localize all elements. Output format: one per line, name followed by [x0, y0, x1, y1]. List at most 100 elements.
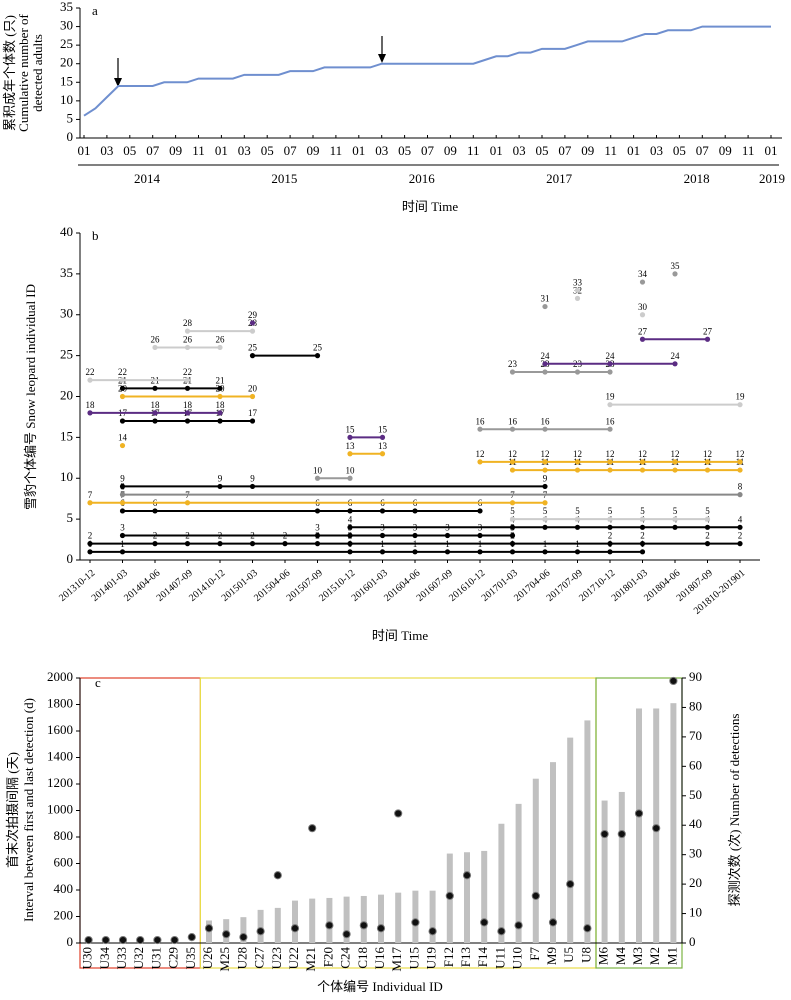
detection-dot	[639, 467, 646, 473]
detection-dot	[217, 393, 223, 400]
detection-dot	[542, 516, 548, 522]
x-tick-label: M3	[630, 947, 645, 965]
detection-dot	[477, 532, 483, 539]
detection-dot	[542, 500, 548, 506]
detection-dot	[152, 410, 158, 416]
y-tick-label: 10	[60, 469, 73, 484]
detection-dot	[314, 508, 321, 514]
x-tick-label: 01	[352, 143, 365, 158]
detection-dot	[509, 524, 516, 530]
detection-dot	[737, 459, 743, 465]
id-label: 15	[378, 424, 388, 434]
id-label: 23	[508, 359, 518, 369]
y-tick-label: 20	[689, 875, 702, 890]
detection-dot	[184, 418, 191, 424]
x-tick-label: U34	[97, 947, 112, 970]
detection-dot	[282, 541, 288, 547]
x-tick-label: F7	[527, 947, 542, 961]
year-label: 2018	[684, 171, 710, 186]
id-label: 30	[638, 302, 648, 312]
detection-dot	[574, 516, 581, 522]
detection-dot	[566, 880, 575, 889]
detection-dot	[607, 459, 613, 465]
id-label: 3	[120, 523, 125, 533]
detection-dot	[119, 483, 126, 490]
x-tick-label: M4	[613, 947, 628, 966]
x-tick-label: F13	[458, 947, 473, 967]
id-label: 9	[543, 473, 548, 483]
detection-dot	[412, 532, 418, 539]
axis-label: 探测次数 (次) Number of detections	[727, 714, 742, 907]
x-tick-label: 01	[215, 143, 228, 158]
x-tick-label: C29	[166, 947, 181, 969]
bar	[378, 894, 384, 943]
id-label: 24	[606, 351, 616, 361]
bar	[412, 890, 419, 943]
year-label: 2019	[759, 171, 785, 186]
y-tick-label: 600	[54, 854, 74, 869]
y-tick-label: 50	[689, 787, 702, 802]
detection-dot	[704, 459, 711, 465]
x-tick-label: U10	[510, 947, 525, 969]
x-tick-label: 07	[421, 143, 435, 158]
detection-dot	[509, 426, 516, 432]
bar	[550, 762, 556, 943]
detection-dot	[542, 524, 548, 530]
detection-dot	[672, 459, 678, 465]
x-tick-label: 05	[123, 143, 136, 158]
x-axis-label: 时间 Time	[372, 628, 428, 643]
x-tick-label: M17	[389, 947, 404, 972]
detection-dot	[704, 467, 711, 473]
x-tick-label: 05	[536, 143, 549, 158]
bar	[618, 791, 625, 943]
id-label: 25	[313, 343, 323, 353]
x-tick-label: U11	[492, 947, 507, 969]
id-label: 5	[608, 506, 613, 516]
id-label: 12	[703, 449, 712, 459]
year-label: 2016	[409, 171, 436, 186]
detection-dot	[574, 459, 581, 465]
detection-dot	[672, 516, 678, 522]
detection-dot	[379, 451, 386, 457]
detection-dot	[184, 541, 191, 547]
detection-dot	[308, 824, 317, 833]
detection-dot	[119, 532, 126, 539]
detection-dot	[574, 295, 581, 301]
x-tick-label: U26	[200, 947, 215, 970]
x-tick-label: U33	[114, 947, 129, 969]
id-label: 2	[88, 531, 93, 541]
x-tick-label: F14	[475, 947, 490, 968]
detection-dot	[379, 508, 386, 514]
detection-dot	[607, 369, 613, 375]
x-tick-label: M6	[596, 947, 611, 966]
detection-dot	[249, 353, 256, 359]
detection-dot	[359, 921, 368, 930]
x-tick-label: 07	[696, 143, 710, 158]
detection-dot	[514, 921, 523, 930]
panel-label: b	[92, 228, 99, 243]
x-tick-label: 03	[513, 143, 526, 158]
y-tick-label: 15	[60, 73, 73, 88]
y-tick-label: 5	[67, 510, 74, 525]
y-tick-label: 10	[689, 905, 702, 920]
y-tick-label: 90	[689, 669, 702, 684]
x-tick-label: U28	[234, 947, 249, 969]
detection-dot	[119, 508, 126, 514]
id-label: 31	[541, 294, 550, 304]
x-tick-label: U19	[424, 947, 439, 969]
detection-dot	[119, 549, 126, 555]
x-tick-label: 11	[467, 143, 480, 158]
arrow-head	[378, 54, 386, 63]
x-tick-label: C18	[355, 947, 370, 969]
detection-dot	[574, 467, 581, 473]
detection-dot	[152, 385, 158, 391]
detection-dot	[672, 271, 678, 277]
detection-dot	[184, 500, 191, 506]
detection-dot	[249, 541, 256, 547]
detection-dot	[152, 508, 158, 514]
detection-dot	[249, 320, 256, 326]
detection-dot	[249, 393, 256, 400]
id-label: 27	[703, 326, 713, 336]
x-tick-label: M21	[303, 947, 318, 972]
